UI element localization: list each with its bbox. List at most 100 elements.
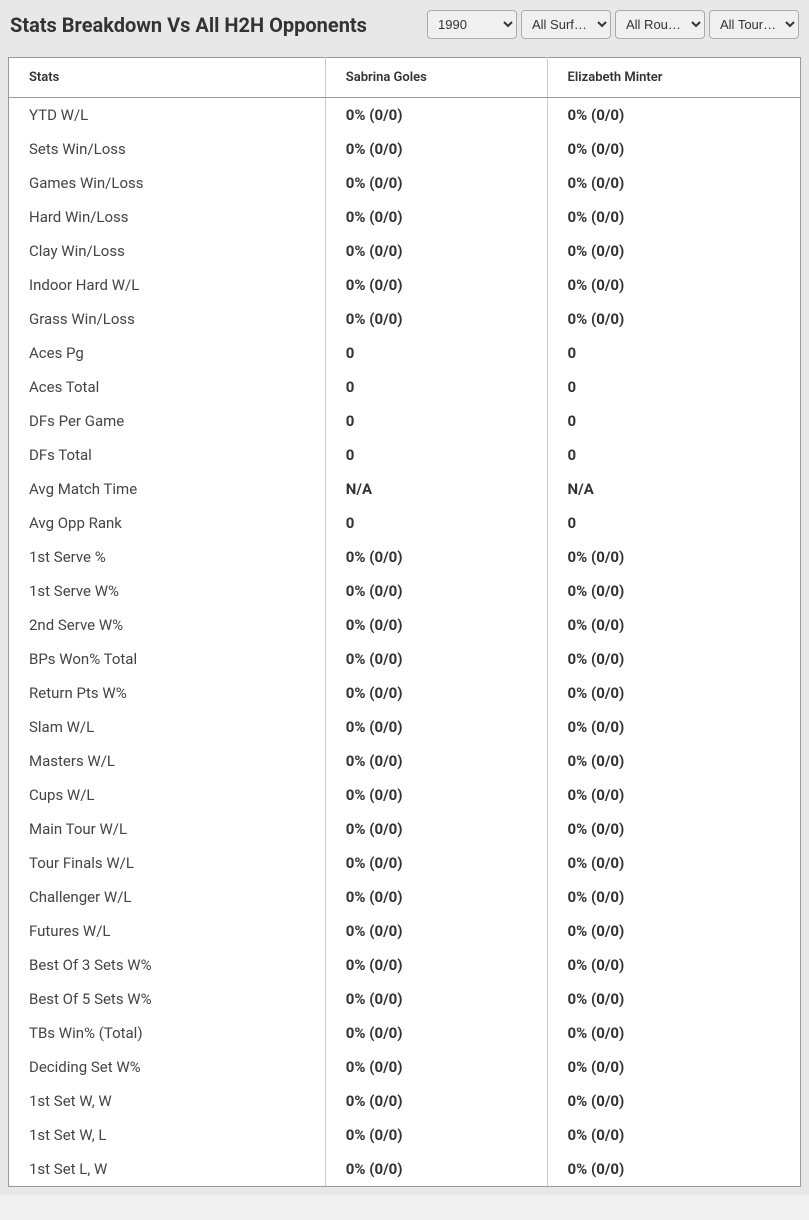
- stat-label: 1st Set W, W: [9, 1084, 326, 1118]
- stat-label: DFs Per Game: [9, 404, 326, 438]
- stat-value-player1: 0% (0/0): [325, 608, 547, 642]
- table-row: Slam W/L0% (0/0)0% (0/0): [9, 710, 801, 744]
- stat-label: Hard Win/Loss: [9, 200, 326, 234]
- table-row: 1st Set W, W0% (0/0)0% (0/0): [9, 1084, 801, 1118]
- stat-value-player2: N/A: [547, 472, 800, 506]
- stat-value-player2: 0: [547, 438, 800, 472]
- table-row: Cups W/L0% (0/0)0% (0/0): [9, 778, 801, 812]
- stat-value-player1: N/A: [325, 472, 547, 506]
- table-row: 1st Serve %0% (0/0)0% (0/0): [9, 540, 801, 574]
- stat-value-player1: 0% (0/0): [325, 982, 547, 1016]
- stat-value-player2: 0% (0/0): [547, 268, 800, 302]
- tour-filter[interactable]: All Tour…: [709, 10, 799, 39]
- stat-value-player2: 0% (0/0): [547, 574, 800, 608]
- stat-value-player1: 0% (0/0): [325, 1118, 547, 1152]
- table-row: Clay Win/Loss0% (0/0)0% (0/0): [9, 234, 801, 268]
- stat-value-player2: 0% (0/0): [547, 948, 800, 982]
- stat-label: Tour Finals W/L: [9, 846, 326, 880]
- table-row: Best Of 5 Sets W%0% (0/0)0% (0/0): [9, 982, 801, 1016]
- table-row: Aces Total00: [9, 370, 801, 404]
- stat-label: 2nd Serve W%: [9, 608, 326, 642]
- table-row: Indoor Hard W/L0% (0/0)0% (0/0): [9, 268, 801, 302]
- stat-value-player2: 0: [547, 370, 800, 404]
- stat-label: Avg Opp Rank: [9, 506, 326, 540]
- stat-value-player1: 0% (0/0): [325, 710, 547, 744]
- stat-label: Challenger W/L: [9, 880, 326, 914]
- table-wrapper: Stats Sabrina Goles Elizabeth Minter YTD…: [0, 49, 809, 1195]
- table-row: Main Tour W/L0% (0/0)0% (0/0): [9, 812, 801, 846]
- stat-label: DFs Total: [9, 438, 326, 472]
- stat-value-player1: 0% (0/0): [325, 540, 547, 574]
- stat-value-player1: 0% (0/0): [325, 744, 547, 778]
- stat-value-player1: 0: [325, 336, 547, 370]
- stat-value-player2: 0% (0/0): [547, 234, 800, 268]
- stat-label: YTD W/L: [9, 98, 326, 133]
- stat-label: Aces Pg: [9, 336, 326, 370]
- stat-value-player1: 0% (0/0): [325, 1016, 547, 1050]
- stat-value-player1: 0% (0/0): [325, 778, 547, 812]
- stat-label: Sets Win/Loss: [9, 132, 326, 166]
- stat-value-player2: 0% (0/0): [547, 1152, 800, 1187]
- table-row: Futures W/L0% (0/0)0% (0/0): [9, 914, 801, 948]
- table-row: DFs Total00: [9, 438, 801, 472]
- stat-label: TBs Win% (Total): [9, 1016, 326, 1050]
- stat-label: Avg Match Time: [9, 472, 326, 506]
- stat-value-player2: 0: [547, 336, 800, 370]
- table-row: Games Win/Loss0% (0/0)0% (0/0): [9, 166, 801, 200]
- stat-value-player2: 0% (0/0): [547, 608, 800, 642]
- table-row: Tour Finals W/L0% (0/0)0% (0/0): [9, 846, 801, 880]
- table-row: Best Of 3 Sets W%0% (0/0)0% (0/0): [9, 948, 801, 982]
- table-row: TBs Win% (Total)0% (0/0)0% (0/0): [9, 1016, 801, 1050]
- column-header-player1: Sabrina Goles: [325, 58, 547, 98]
- stat-value-player2: 0% (0/0): [547, 1050, 800, 1084]
- stat-value-player2: 0% (0/0): [547, 880, 800, 914]
- stat-value-player2: 0% (0/0): [547, 744, 800, 778]
- header: Stats Breakdown Vs All H2H Opponents 199…: [0, 0, 809, 49]
- stat-value-player2: 0% (0/0): [547, 540, 800, 574]
- stat-value-player2: 0% (0/0): [547, 302, 800, 336]
- stat-label: Games Win/Loss: [9, 166, 326, 200]
- table-row: BPs Won% Total0% (0/0)0% (0/0): [9, 642, 801, 676]
- stat-value-player1: 0% (0/0): [325, 914, 547, 948]
- surface-filter[interactable]: All Surf…: [521, 10, 611, 39]
- stat-label: Deciding Set W%: [9, 1050, 326, 1084]
- table-row: Avg Match TimeN/AN/A: [9, 472, 801, 506]
- table-row: YTD W/L0% (0/0)0% (0/0): [9, 98, 801, 133]
- stat-value-player1: 0% (0/0): [325, 846, 547, 880]
- stat-value-player1: 0: [325, 404, 547, 438]
- stat-value-player1: 0% (0/0): [325, 166, 547, 200]
- stat-value-player2: 0% (0/0): [547, 982, 800, 1016]
- stat-label: 1st Set L, W: [9, 1152, 326, 1187]
- stat-value-player2: 0% (0/0): [547, 642, 800, 676]
- stat-label: Masters W/L: [9, 744, 326, 778]
- stat-label: 1st Serve %: [9, 540, 326, 574]
- table-header-row: Stats Sabrina Goles Elizabeth Minter: [9, 58, 801, 98]
- stats-table: Stats Sabrina Goles Elizabeth Minter YTD…: [8, 57, 801, 1187]
- stat-value-player2: 0: [547, 404, 800, 438]
- stat-value-player1: 0% (0/0): [325, 880, 547, 914]
- stat-value-player1: 0% (0/0): [325, 642, 547, 676]
- stat-value-player2: 0% (0/0): [547, 914, 800, 948]
- stat-value-player2: 0% (0/0): [547, 200, 800, 234]
- table-row: Challenger W/L0% (0/0)0% (0/0): [9, 880, 801, 914]
- stat-value-player1: 0: [325, 370, 547, 404]
- stat-label: Grass Win/Loss: [9, 302, 326, 336]
- stat-value-player2: 0: [547, 506, 800, 540]
- stat-value-player1: 0% (0/0): [325, 812, 547, 846]
- stat-value-player2: 0% (0/0): [547, 846, 800, 880]
- stat-label: Return Pts W%: [9, 676, 326, 710]
- table-row: DFs Per Game00: [9, 404, 801, 438]
- stat-label: Aces Total: [9, 370, 326, 404]
- stats-container: Stats Breakdown Vs All H2H Opponents 199…: [0, 0, 809, 1195]
- table-row: Hard Win/Loss0% (0/0)0% (0/0): [9, 200, 801, 234]
- table-row: 1st Set W, L0% (0/0)0% (0/0): [9, 1118, 801, 1152]
- table-row: 1st Serve W%0% (0/0)0% (0/0): [9, 574, 801, 608]
- filters-group: 1990 All Surf… All Rou… All Tour…: [427, 10, 799, 39]
- stat-label: Futures W/L: [9, 914, 326, 948]
- stat-value-player1: 0% (0/0): [325, 574, 547, 608]
- year-filter[interactable]: 1990: [427, 10, 517, 39]
- round-filter[interactable]: All Rou…: [615, 10, 705, 39]
- stat-value-player1: 0% (0/0): [325, 1084, 547, 1118]
- table-row: Masters W/L0% (0/0)0% (0/0): [9, 744, 801, 778]
- column-header-player2: Elizabeth Minter: [547, 58, 800, 98]
